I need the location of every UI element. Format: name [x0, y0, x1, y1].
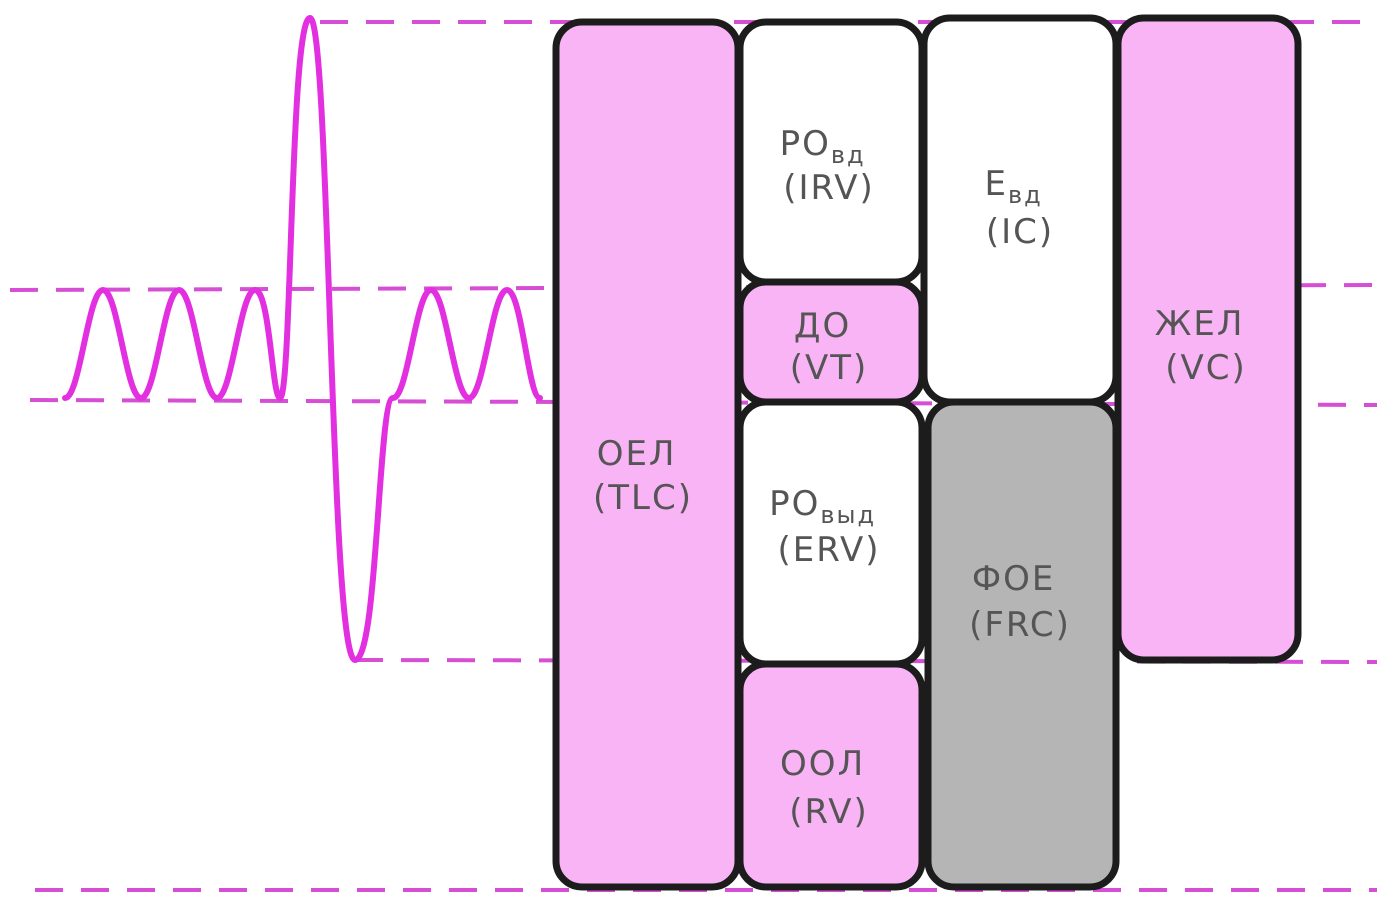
erv-volume-label: РОвыд (ERV) — [769, 484, 889, 570]
tlc-volume-label: ОЕЛ (TLC) — [593, 434, 693, 518]
erv-volume-abbr: РО — [769, 484, 820, 524]
spirogram-trace — [62, 15, 543, 663]
erv-volume-code: (ERV) — [777, 530, 880, 570]
vc-volume-abbr: ЖЕЛ — [1155, 304, 1245, 344]
irv-volume-abbr: РО — [780, 124, 831, 164]
ic-volume-code: (IC) — [986, 212, 1054, 252]
erv-volume-subscript: выд — [820, 501, 876, 529]
frc-volume-label: ФОЕ (FRC) — [969, 559, 1071, 645]
ic-volume-subscript: вд — [1008, 181, 1043, 209]
rv-volume-code: (RV) — [789, 792, 869, 832]
irv-volume-label: РОвд (IRV) — [780, 124, 879, 208]
vc-volume-label: ЖЕЛ (VC) — [1155, 304, 1257, 388]
rv-volume-box — [736, 660, 926, 891]
irv-volume-code: (IRV) — [783, 168, 875, 208]
vt-volume-label: ДО (VT) — [790, 306, 869, 388]
vt-volume-code: (VT) — [790, 348, 869, 388]
vc-volume-box — [1114, 14, 1302, 664]
ic-volume-abbr: Е — [984, 164, 1007, 204]
tlc-volume-abbr: ОЕЛ — [597, 434, 677, 474]
frc-volume-box — [924, 398, 1120, 891]
vt-volume-abbr: ДО — [794, 306, 851, 346]
irv-volume-subscript: вд — [831, 141, 866, 169]
frc-volume-code: (FRC) — [969, 605, 1071, 645]
frc-volume-abbr: ФОЕ — [972, 559, 1056, 599]
vc-volume-code: (VC) — [1165, 348, 1247, 388]
rv-volume-abbr: ООЛ — [780, 744, 865, 784]
tlc-volume-code: (TLC) — [593, 478, 693, 518]
rv-volume-label: ООЛ (RV) — [780, 744, 878, 832]
ic-volume-label: Евд (IC) — [984, 164, 1055, 252]
ic-volume-box — [920, 14, 1120, 406]
